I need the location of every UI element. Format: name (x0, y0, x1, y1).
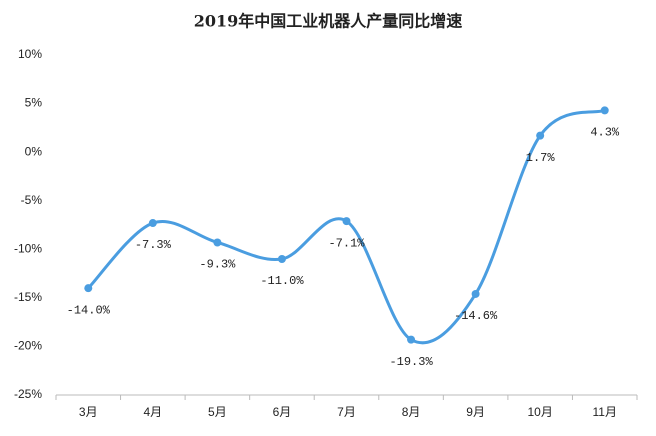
x-tick-label: 11月 (592, 405, 616, 419)
value-label: -14.6% (454, 309, 498, 323)
y-tick-label: 5% (25, 96, 43, 110)
x-tick-label: 10月 (527, 405, 552, 419)
value-label: -7.1% (328, 236, 365, 250)
x-tick-label: 7月 (337, 405, 356, 419)
value-label: -7.3% (135, 238, 172, 252)
point (536, 131, 545, 140)
x-tick-label: 6月 (273, 405, 292, 419)
point (213, 238, 222, 247)
y-tick-label: -20% (14, 339, 42, 353)
point (471, 289, 480, 298)
x-tick-label: 9月 (466, 405, 485, 419)
y-tick-label: -10% (14, 241, 42, 255)
y-tick-label: -5% (21, 193, 43, 207)
value-label: 1.7% (526, 151, 556, 165)
y-tick-label: 0% (25, 144, 43, 158)
x-tick-label: 4月 (143, 405, 162, 419)
point (407, 335, 416, 344)
value-label: -11.0% (260, 274, 304, 288)
chart-title: 2019年中国工业机器人产量同比增速 (194, 12, 463, 31)
x-tick-label: 3月 (79, 405, 98, 419)
y-tick-label: 10% (18, 47, 42, 61)
y-tick-label: -15% (14, 290, 42, 304)
point (84, 284, 93, 293)
x-tick-label: 5月 (208, 405, 227, 419)
line (87, 108, 606, 345)
x-tick-label: 8月 (402, 405, 421, 419)
value-label: -14.0% (67, 303, 111, 317)
point (277, 255, 286, 263)
point (342, 217, 351, 226)
point (148, 219, 157, 228)
point (600, 106, 609, 115)
value-label: -19.3% (389, 355, 433, 369)
value-label: 4.3% (590, 126, 620, 140)
value-label: -9.3% (199, 258, 236, 272)
y-tick-label: -25% (14, 387, 42, 401)
